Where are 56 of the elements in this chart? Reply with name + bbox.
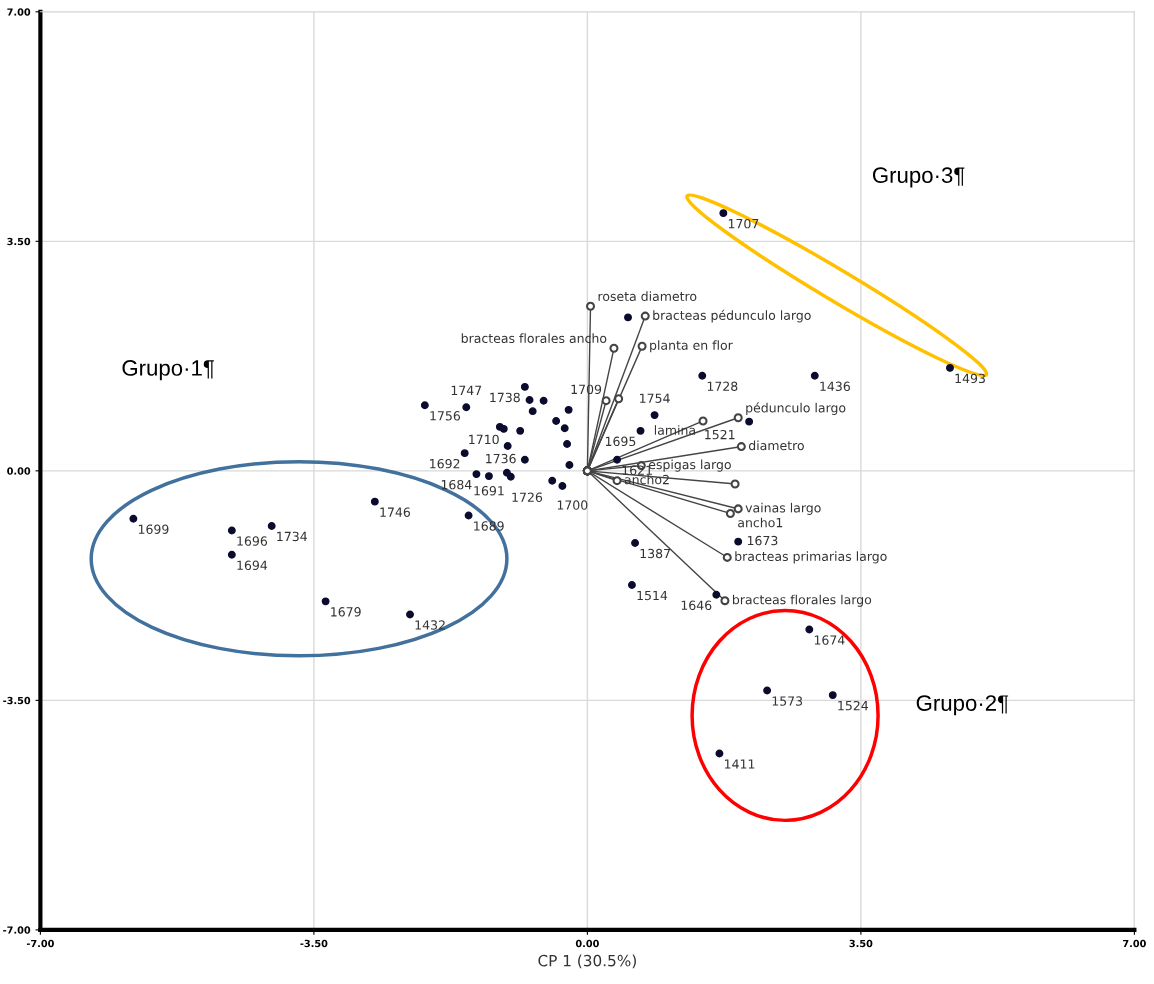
series-label: roseta diametro [598, 291, 697, 302]
annotation: 1674 [814, 635, 845, 645]
series-label: diametro [748, 440, 804, 451]
series-label: bracteas pédunculo largo [653, 309, 811, 323]
annotation: 1710 [469, 434, 499, 445]
annotation: 1756 [430, 411, 461, 421]
y-tick-label: -3.50 [3, 696, 31, 705]
annotation: 1691 [474, 486, 504, 496]
annotation: 1695 [605, 436, 636, 447]
x-tick-label: 0.00 [575, 939, 599, 948]
x-tick-label: 3.50 [849, 939, 873, 948]
annotation: 1747 [451, 385, 482, 395]
annotation: 1726 [512, 492, 543, 502]
annotation: 1573 [772, 696, 803, 706]
y-tick-label: 0.00 [7, 467, 31, 475]
annotation: 1696 [237, 536, 268, 546]
annotation: 1673 [747, 535, 778, 546]
annotation: 1514 [637, 590, 668, 601]
annotation: 1524 [838, 700, 869, 711]
series-label: pédunculo largo [746, 402, 846, 415]
series-label: planta en flor [650, 340, 733, 353]
annotation: Grupo·3¶ [872, 167, 965, 188]
annotation: 1692 [430, 458, 460, 469]
annotation: 1411 [724, 759, 755, 769]
annotation: 1734 [277, 531, 307, 542]
annotation: 1736 [486, 453, 516, 464]
annotation: 1436 [820, 381, 850, 391]
annotation: 1754 [640, 393, 670, 403]
annotation: 1746 [380, 507, 411, 517]
x-tick-label: 7.00 [1123, 939, 1146, 948]
x-tick-label: -7.00 [26, 939, 54, 948]
series-label: ancho2 [624, 474, 669, 485]
annotation: 1432 [415, 620, 445, 630]
y-tick-label: 3.50 [7, 237, 31, 246]
annotation: 1679 [331, 607, 361, 617]
annotation: Grupo·2¶ [916, 695, 1009, 716]
annotation: 1700 [557, 500, 588, 510]
series-label: ancho1 [738, 517, 783, 528]
annotation: Grupo·1¶ [122, 360, 214, 381]
series-label: vainas largo [745, 502, 821, 515]
annotation: 1646 [681, 600, 712, 611]
y-tick-label: -7.00 [3, 926, 31, 934]
y-tick-label: 7.00 [7, 8, 31, 16]
annotation: 1694 [237, 560, 268, 571]
x-axis-title: CP 1 (30.5%) [538, 954, 636, 969]
annotation: 1699 [138, 524, 169, 534]
annotation: 1738 [490, 392, 520, 403]
annotation: 1493 [955, 373, 985, 384]
annotation: 1521 [705, 429, 735, 440]
annotation: 1707 [728, 218, 759, 229]
annotation: 1387 [640, 548, 670, 559]
annotation: 1684 [441, 479, 472, 490]
series-label: bracteas primarias largo [735, 551, 887, 564]
x-tick-label: -3.50 [300, 939, 328, 948]
annotation: 1728 [707, 381, 738, 391]
series-label: bracteas florales largo [733, 594, 872, 607]
